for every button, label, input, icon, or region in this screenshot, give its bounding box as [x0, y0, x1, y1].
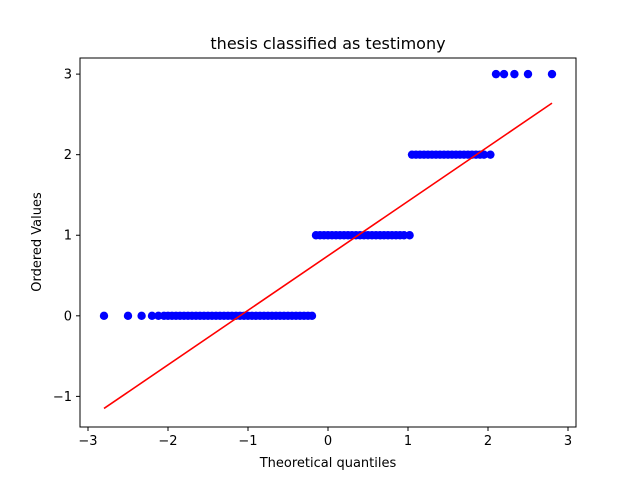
data-point — [137, 311, 146, 321]
x-tick-label: −2 — [158, 434, 177, 449]
plot-content — [99, 69, 557, 410]
data-point — [499, 69, 509, 79]
data-point — [123, 311, 133, 321]
x-tick-label: 1 — [404, 434, 412, 449]
data-point — [486, 150, 495, 159]
x-tick-label: 0 — [324, 434, 332, 449]
y-tick-label: 1 — [64, 229, 72, 244]
y-tick-label: 0 — [64, 309, 72, 324]
x-tick-label: −1 — [238, 434, 257, 449]
y-axis: −1 0 1 2 3 — [53, 68, 80, 405]
x-tick-label: 2 — [484, 434, 492, 449]
data-point — [99, 311, 109, 321]
data-point — [523, 69, 533, 79]
y-tick-label: −1 — [53, 390, 72, 405]
data-point — [547, 69, 557, 79]
data-point — [491, 69, 501, 79]
plot-frame — [79, 57, 577, 428]
fit-line — [103, 102, 553, 410]
data-point — [307, 311, 317, 321]
x-tick-label: 3 — [564, 434, 572, 449]
data-point — [479, 150, 489, 159]
y-tick-label: 3 — [64, 68, 72, 83]
x-tick-label: −3 — [78, 434, 97, 449]
chart-title: thesis classified as testimony — [210, 34, 445, 53]
data-point — [147, 311, 157, 321]
x-axis-label: Theoretical quantiles — [259, 456, 397, 471]
x-axis: −3 −2 −1 0 1 2 3 — [78, 427, 572, 449]
data-point — [510, 69, 519, 79]
y-axis-label: Ordered Values — [30, 192, 45, 292]
data-point — [405, 231, 414, 240]
y-tick-label: 2 — [64, 148, 72, 163]
